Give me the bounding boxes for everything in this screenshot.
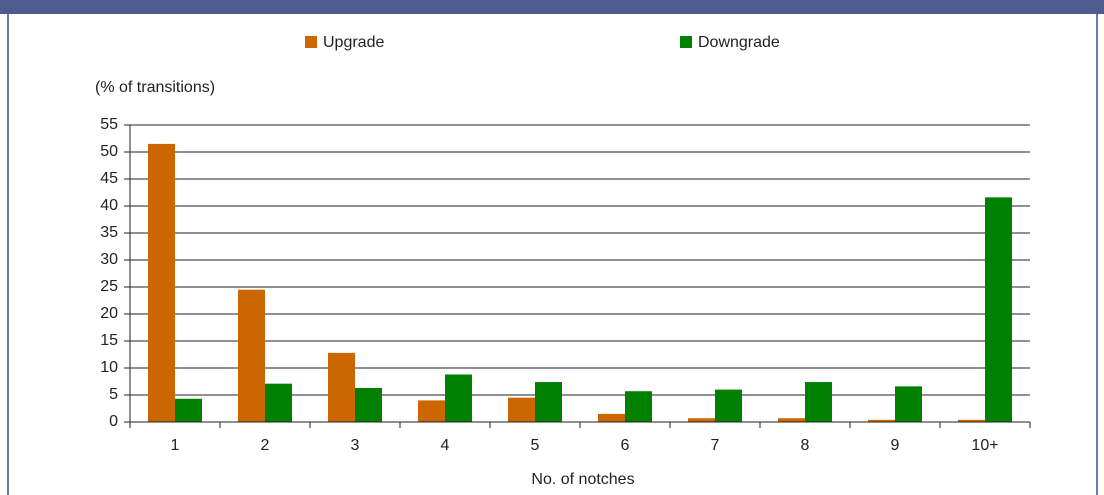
header-strip <box>0 0 1104 14</box>
x-tick-label: 8 <box>801 437 810 454</box>
y-tick-label: 35 <box>100 224 118 241</box>
bar <box>508 397 535 422</box>
bar <box>625 391 652 422</box>
y-tick-label: 40 <box>100 197 118 214</box>
bar <box>265 383 292 422</box>
legend-swatch <box>305 36 317 48</box>
bar <box>535 382 562 422</box>
x-tick-label: 2 <box>261 437 270 454</box>
y-tick-label: 55 <box>100 116 118 133</box>
bar <box>445 374 472 422</box>
y-tick-label: 0 <box>109 413 118 430</box>
bar <box>985 197 1012 422</box>
y-tick-label: 25 <box>100 278 118 295</box>
bar <box>418 400 445 422</box>
bar <box>895 386 922 422</box>
legend-swatch <box>680 36 692 48</box>
bar <box>805 382 832 422</box>
x-tick-label: 4 <box>441 437 450 454</box>
bar <box>958 419 985 422</box>
y-tick-label: 45 <box>100 170 118 187</box>
y-tick-label: 5 <box>109 386 118 403</box>
x-tick-label: 10+ <box>971 437 998 454</box>
bar <box>688 418 715 422</box>
y-axis-label: (% of transitions) <box>95 79 215 96</box>
legend-label: Upgrade <box>323 34 384 51</box>
y-tick-label: 50 <box>100 143 118 160</box>
x-tick-label: 5 <box>531 437 540 454</box>
bar <box>148 143 175 422</box>
bar <box>175 398 202 422</box>
x-tick-label: 3 <box>351 437 360 454</box>
x-tick-label: 7 <box>711 437 720 454</box>
x-tick-label: 1 <box>171 437 180 454</box>
bar <box>355 387 382 422</box>
bar <box>328 352 355 422</box>
bar <box>778 418 805 422</box>
x-tick-label: 6 <box>621 437 630 454</box>
y-tick-label: 20 <box>100 305 118 322</box>
bar <box>598 413 625 422</box>
bar <box>238 289 265 422</box>
bar <box>715 389 742 422</box>
y-tick-label: 10 <box>100 359 118 376</box>
x-tick-label: 9 <box>891 437 900 454</box>
y-tick-label: 30 <box>100 251 118 268</box>
y-tick-label: 15 <box>100 332 118 349</box>
legend-label: Downgrade <box>698 34 780 51</box>
bar <box>868 419 895 422</box>
x-axis-label: No. of notches <box>531 471 634 488</box>
